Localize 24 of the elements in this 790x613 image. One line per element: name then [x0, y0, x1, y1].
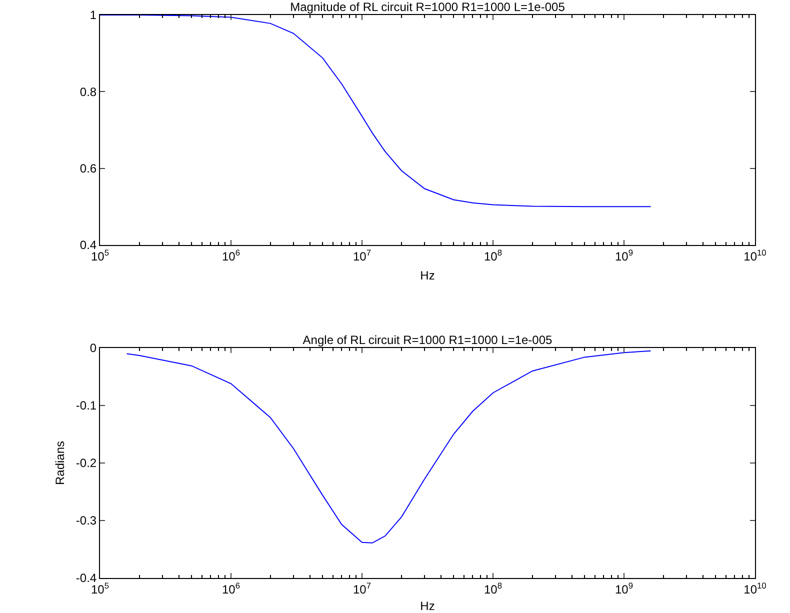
y-tick-label: 0.8: [80, 84, 97, 99]
x-axis-title: Hz: [420, 599, 435, 613]
x-tick-label: 10$^{7}$: [352, 247, 372, 264]
x-tick-label: 10$^{7}$: [352, 580, 372, 596]
y-tick-label: 1: [90, 8, 97, 22]
x-tick-label: 10$^{6}$: [222, 247, 240, 264]
x-tick-label: 10$^{8}$: [484, 247, 502, 264]
x-tick-label: 10$^{9}$: [614, 247, 634, 264]
y-tick-label: -0.3: [76, 514, 97, 528]
x-tick-label: 10$^{6}$: [222, 580, 240, 596]
y-tick-label: -0.1: [76, 398, 97, 413]
x-tick-label: 10$^{9}$: [614, 580, 634, 596]
y-tick-label: -0.2: [76, 456, 97, 470]
chart-title: Angle of RL circuit R=1000 R1=1000 L=1e-005: [302, 333, 553, 347]
x-tick-label: 10$^{10}$: [744, 247, 767, 264]
y-axis-title: Radians: [53, 440, 68, 486]
y-tick-label: 0: [90, 341, 97, 356]
x-tick-label: 10$^{8}$: [484, 580, 502, 596]
chart-title: Magnitude of RL circuit R=1000 R1=1000 L=1e-005: [290, 0, 566, 14]
x-tick-label: 10$^{10}$: [744, 580, 767, 596]
y-tick-label: 0.6: [80, 162, 97, 176]
y-tick-label: 0.4: [80, 238, 97, 252]
x-axis-title: Hz: [420, 268, 435, 282]
y-tick-label: -0.4: [76, 571, 97, 586]
